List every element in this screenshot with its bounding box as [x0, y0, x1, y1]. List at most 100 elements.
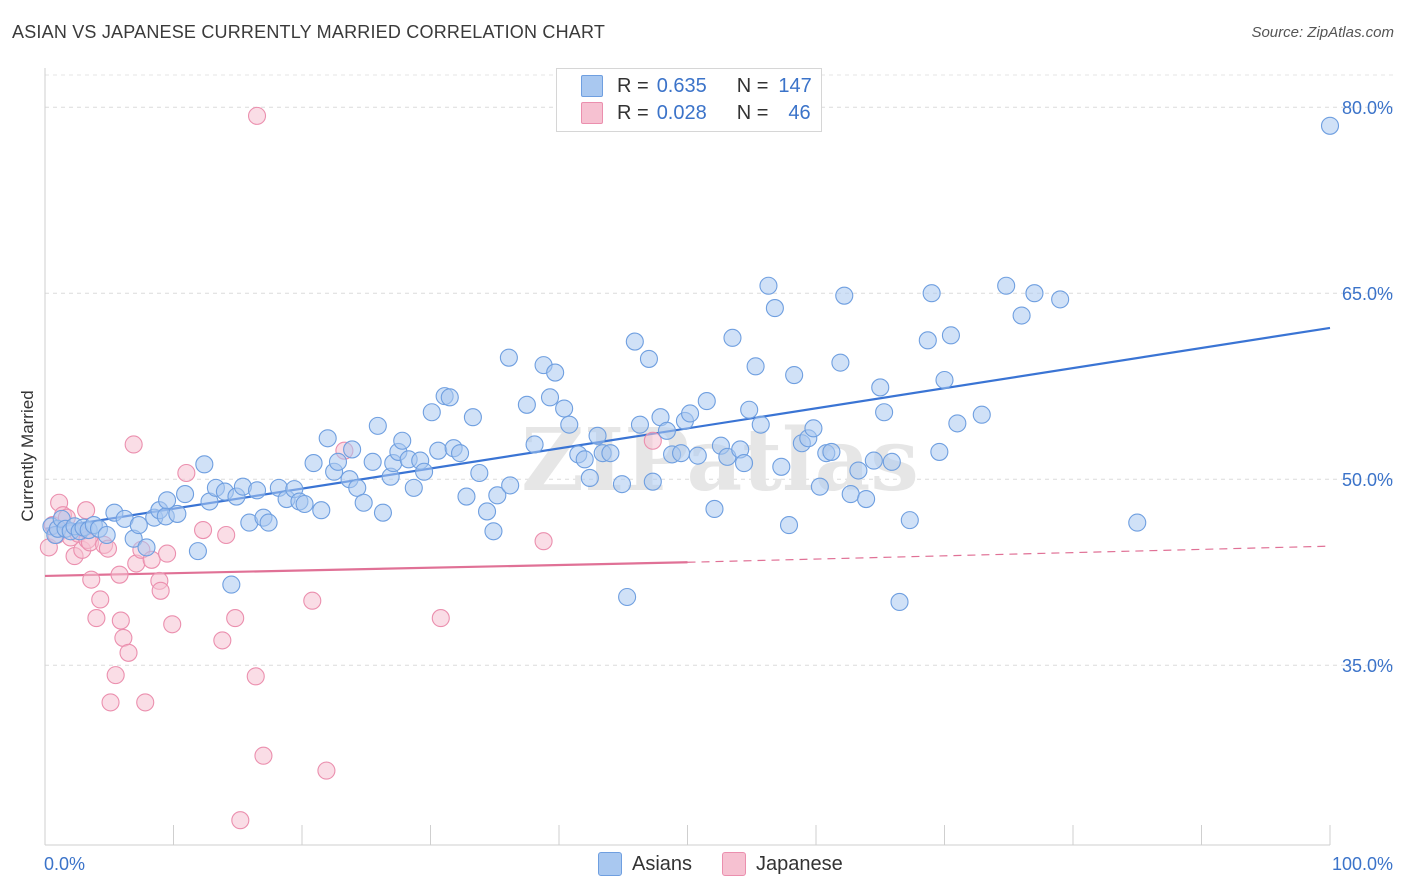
japanese-point: [226, 609, 245, 628]
asians-point: [723, 328, 742, 347]
asians-point: [746, 357, 765, 376]
japanese-point: [158, 544, 177, 563]
japanese-point: [151, 581, 170, 600]
asians-point: [555, 399, 574, 418]
r-label: R =: [617, 74, 649, 97]
asians-point: [643, 472, 662, 491]
asians-point: [930, 442, 949, 461]
asians-point: [697, 392, 716, 411]
asians-point: [857, 489, 876, 509]
asians-point: [328, 452, 348, 471]
y-axis-label: Currently Married: [18, 390, 37, 521]
asians-point: [247, 481, 267, 500]
japanese-legend-label: Japanese: [756, 852, 843, 875]
y-tick-label: 50.0%: [1342, 470, 1393, 490]
asians-point: [1025, 284, 1044, 303]
asians-point: [831, 353, 850, 372]
japanese-point: [82, 570, 101, 589]
asians-point: [158, 491, 177, 510]
asians-point: [1012, 306, 1031, 325]
asians-point: [540, 388, 560, 407]
asians-point: [625, 332, 644, 351]
asians-point: [772, 457, 791, 476]
japanese-point: [91, 590, 110, 609]
asians-point: [363, 452, 382, 471]
asians-point: [588, 426, 607, 445]
asians-point: [849, 461, 868, 480]
asians-point: [734, 454, 754, 473]
axes: [44, 68, 1331, 846]
asians-point: [918, 331, 937, 350]
japanese-point: [643, 431, 662, 450]
japanese-point: [136, 693, 155, 712]
asians-legend-swatch: [598, 852, 622, 876]
japanese-point: [177, 463, 196, 483]
asians-point: [457, 487, 476, 506]
japanese-point: [119, 643, 138, 662]
asians-point: [129, 516, 148, 535]
asians-point: [318, 429, 337, 448]
asians-point: [900, 511, 919, 530]
japanese-point: [101, 693, 120, 712]
asians-point: [941, 326, 960, 345]
y-tick-label: 35.0%: [1342, 656, 1393, 676]
japanese-legend-swatch: [722, 852, 746, 876]
asians-point: [740, 400, 759, 419]
asians-point: [890, 592, 909, 612]
japanese-point: [77, 501, 96, 520]
asians-points: [42, 116, 1340, 612]
asians-point: [137, 538, 156, 557]
legend-item-asians: Asians: [598, 852, 692, 876]
asians-point: [765, 299, 784, 318]
asians-point: [875, 403, 894, 422]
asians-point: [404, 478, 423, 497]
asians-point: [176, 485, 195, 504]
asians-point: [657, 421, 676, 440]
asians-point: [222, 575, 241, 594]
asians-point: [822, 442, 841, 461]
asians-point: [97, 525, 116, 545]
asians-point: [1320, 116, 1340, 135]
asians-point: [1128, 513, 1147, 532]
asians-point: [922, 284, 941, 303]
n-label: N =: [736, 101, 769, 124]
asians-legend-label: Asians: [632, 852, 693, 875]
japanese-point: [317, 761, 336, 780]
asians-point: [501, 476, 520, 495]
asians-point: [440, 388, 459, 407]
asians-point: [785, 365, 804, 385]
asians-point: [393, 431, 412, 450]
asians-point: [484, 522, 503, 541]
asians-point: [580, 468, 599, 488]
asians-point: [997, 276, 1016, 295]
asians-point: [517, 395, 536, 414]
asians-point: [312, 501, 331, 520]
asians-point: [354, 493, 373, 512]
asians-point: [751, 415, 770, 434]
asians-point: [972, 405, 991, 424]
asians-point: [368, 416, 387, 435]
asians-point: [451, 444, 470, 463]
y-tick-label: 65.0%: [1342, 284, 1393, 304]
japanese-point: [87, 609, 106, 628]
n-label: N =: [736, 74, 769, 97]
grid-lines: [45, 74, 1395, 666]
y-tick-labels: 35.0% 50.0% 65.0% 80.0%: [1342, 98, 1393, 676]
japanese-point: [194, 520, 213, 540]
asians-point: [477, 502, 497, 521]
x-tick-label: 0.0%: [44, 854, 85, 874]
asians-point: [810, 477, 829, 496]
asians-point: [882, 452, 901, 471]
r-value: 0.635: [656, 74, 707, 97]
y-tick-label: 80.0%: [1342, 98, 1393, 118]
asians-point: [705, 499, 724, 519]
chart-title: ASIAN VS JAPANESE CURRENTLY MARRIED CORR…: [12, 22, 606, 42]
asians-point: [612, 475, 632, 494]
asians-point: [871, 378, 890, 397]
asians-point: [948, 414, 967, 433]
n-value: 147: [778, 74, 812, 97]
asians-point: [348, 478, 367, 497]
x-tick-label: 100.0%: [1332, 854, 1393, 874]
japanese-point: [110, 565, 129, 584]
